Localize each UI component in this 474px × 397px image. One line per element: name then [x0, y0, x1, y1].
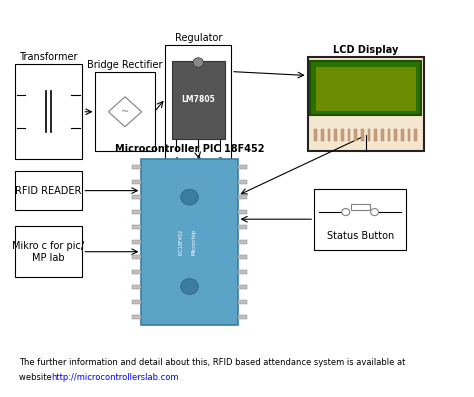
Bar: [237, 300, 247, 304]
Bar: [132, 166, 141, 169]
Bar: [368, 129, 370, 141]
Bar: [408, 129, 410, 141]
Bar: [132, 225, 141, 229]
Text: 2: 2: [196, 157, 201, 163]
Text: Regulator: Regulator: [174, 33, 222, 43]
Text: The further information and detail about this, RFID based attendance system is a: The further information and detail about…: [19, 358, 405, 367]
Text: Microcontroller PIC 18F452: Microcontroller PIC 18F452: [115, 145, 264, 154]
Bar: [237, 315, 247, 319]
Circle shape: [193, 58, 203, 67]
Bar: [132, 270, 141, 274]
Bar: [132, 285, 141, 289]
Text: RFID READER: RFID READER: [15, 186, 82, 196]
Text: http://microcontrollerslab.com: http://microcontrollerslab.com: [52, 373, 179, 382]
Bar: [314, 129, 317, 141]
Text: LCD Display: LCD Display: [333, 44, 398, 55]
Bar: [141, 159, 237, 325]
Bar: [237, 255, 247, 259]
Bar: [132, 255, 141, 259]
Bar: [381, 129, 383, 141]
Bar: [237, 195, 247, 199]
Bar: [237, 180, 247, 184]
Bar: [347, 129, 350, 141]
Text: LM7805: LM7805: [182, 95, 215, 104]
Bar: [132, 210, 141, 214]
Circle shape: [342, 208, 350, 216]
Text: Bridge Rectifier: Bridge Rectifier: [87, 60, 163, 70]
Bar: [237, 270, 247, 274]
Bar: [237, 225, 247, 229]
Bar: [314, 189, 406, 250]
Bar: [132, 240, 141, 244]
Bar: [237, 240, 247, 244]
Bar: [388, 129, 390, 141]
Bar: [350, 204, 370, 210]
Text: ~: ~: [121, 107, 129, 117]
Bar: [341, 129, 344, 141]
Bar: [172, 60, 225, 139]
Bar: [321, 129, 324, 141]
Bar: [132, 195, 141, 199]
Bar: [334, 129, 337, 141]
Bar: [237, 285, 247, 289]
Bar: [374, 129, 377, 141]
Bar: [316, 67, 416, 112]
Bar: [328, 129, 330, 141]
Text: Status Button: Status Button: [327, 231, 394, 241]
Bar: [354, 129, 357, 141]
Bar: [132, 180, 141, 184]
Bar: [15, 226, 82, 278]
Bar: [394, 129, 397, 141]
Text: Mikro c for pic/
MP lab: Mikro c for pic/ MP lab: [12, 241, 84, 262]
Bar: [95, 72, 155, 151]
Text: PIC18F452: PIC18F452: [178, 229, 183, 255]
Text: Microchip: Microchip: [191, 229, 196, 255]
Bar: [414, 129, 417, 141]
Circle shape: [371, 208, 379, 216]
Text: website: website: [19, 373, 54, 382]
Bar: [15, 64, 82, 159]
Bar: [401, 129, 404, 141]
Text: Transformer: Transformer: [19, 52, 78, 62]
Bar: [15, 171, 82, 210]
Text: 1: 1: [174, 157, 179, 163]
Text: 3: 3: [218, 157, 222, 163]
Bar: [361, 129, 364, 141]
Bar: [237, 166, 247, 169]
Bar: [132, 315, 141, 319]
Bar: [310, 61, 421, 115]
Circle shape: [181, 279, 198, 295]
Circle shape: [181, 189, 198, 205]
Bar: [132, 300, 141, 304]
Bar: [308, 57, 424, 151]
Bar: [165, 45, 231, 179]
Bar: [237, 210, 247, 214]
